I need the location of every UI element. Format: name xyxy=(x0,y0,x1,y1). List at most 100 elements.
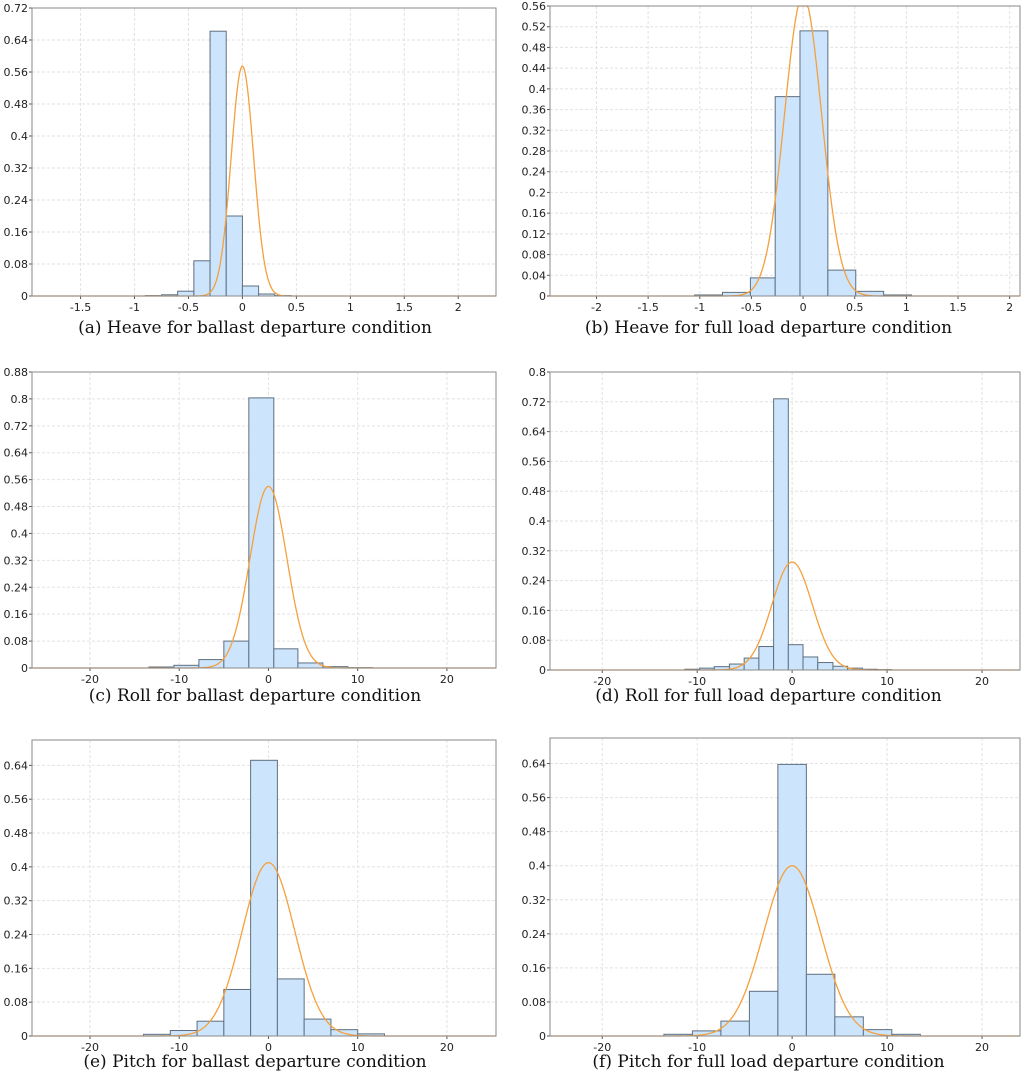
plot-frame xyxy=(31,739,497,1037)
panel-d: 0 0.08 0.16 0.24 0.32 0.4 0.48 0.56 0.64 0.72 0.8 -… xyxy=(512,366,1025,716)
y-tick-label: 0.8 xyxy=(529,366,547,379)
x-tick-label: -20 xyxy=(593,675,611,688)
y-tick-label: 0 xyxy=(21,1030,28,1043)
y-tick-label: 0.28 xyxy=(522,145,547,158)
y-tick-label: 0.48 xyxy=(4,98,29,111)
histogram-bar xyxy=(773,398,789,671)
plot-frame xyxy=(31,371,497,669)
y-tick-label: 0.32 xyxy=(4,162,29,175)
plot-frame xyxy=(549,737,1021,1037)
y-tick-label: 0.48 xyxy=(522,485,547,498)
y-tick-label: 0 xyxy=(539,1030,546,1043)
panel-c: 0 0.08 0.16 0.24 0.32 0.4 0.48 0.56 0.64 0.72 0.8 0… xyxy=(0,366,510,716)
y-tick-label: 0.72 xyxy=(4,420,29,433)
x-tick-label: 0 xyxy=(265,1041,272,1054)
y-tick-label: 0.16 xyxy=(4,962,29,975)
y-tick-label: 0.24 xyxy=(522,575,547,588)
x-tick-label: 20 xyxy=(440,673,454,686)
x-tick-label: 0 xyxy=(789,675,796,688)
y-tick-label: 0 xyxy=(539,290,546,303)
caption-c: (c) Roll for ballast departure condition xyxy=(88,686,422,706)
y-tick-label: 0.2 xyxy=(529,186,547,199)
x-tick-label: 0.5 xyxy=(288,301,306,314)
x-tick-label: -10 xyxy=(170,1041,188,1054)
histogram-bar xyxy=(777,763,807,1037)
y-tick-label: 0.08 xyxy=(522,249,547,262)
y-tick-label: 0.64 xyxy=(4,34,29,47)
x-tick-label: -10 xyxy=(170,673,188,686)
x-tick-label: 20 xyxy=(440,1041,454,1054)
histogram-bar xyxy=(817,662,834,671)
y-tick-label: 0.72 xyxy=(522,396,547,409)
x-tick-label: 20 xyxy=(975,1041,989,1054)
x-tick-label: -0.5 xyxy=(178,301,199,314)
y-tick-label: 0.16 xyxy=(522,604,547,617)
histogram-bar xyxy=(223,640,250,669)
y-tick-label: 0.64 xyxy=(522,758,547,771)
histogram-bar xyxy=(241,285,260,297)
histogram-bar xyxy=(720,1020,750,1037)
y-tick-label: 0.48 xyxy=(4,501,29,514)
histogram-bar xyxy=(805,973,836,1037)
histogram-bar xyxy=(799,30,829,297)
y-tick-label: 0.8 xyxy=(11,393,29,406)
x-tick-label: 0 xyxy=(239,301,246,314)
plot-frame xyxy=(549,371,1021,671)
x-tick-label: 2 xyxy=(1006,301,1013,314)
x-tick-label: -10 xyxy=(688,675,706,688)
histogram-bar xyxy=(225,215,243,297)
chart-c: 0 0.08 0.16 0.24 0.32 0.4 0.48 0.56 0.64 0.72 0.8 0… xyxy=(4,366,497,686)
chart-e: 0 0.08 0.16 0.24 0.32 0.4 0.48 0.56 0.64 -20 -10 0 1… xyxy=(4,739,497,1054)
x-tick-label: -10 xyxy=(688,1041,706,1054)
x-tick-label: 1.5 xyxy=(949,301,967,314)
y-tick-label: 0.24 xyxy=(4,581,29,594)
histogram-bar xyxy=(223,988,252,1037)
x-tick-label: 1.5 xyxy=(396,301,414,314)
chart-d: 0 0.08 0.16 0.24 0.32 0.4 0.48 0.56 0.64 0.72 0.8 -… xyxy=(522,366,1021,688)
y-tick-label: 0.16 xyxy=(522,207,547,220)
y-tick-label: 0.32 xyxy=(522,124,547,137)
y-tick-label: 0.48 xyxy=(522,826,547,839)
x-tick-label: 0 xyxy=(800,301,807,314)
y-tick-label: 0 xyxy=(21,290,28,303)
x-tick-label: 0.5 xyxy=(846,301,864,314)
x-tick-label: 10 xyxy=(351,673,365,686)
y-tick-label: 0.32 xyxy=(4,554,29,567)
x-tick-label: 0 xyxy=(789,1041,796,1054)
y-tick-label: 0.56 xyxy=(4,793,29,806)
y-tick-label: 0.56 xyxy=(522,455,547,468)
x-tick-label: 10 xyxy=(880,675,894,688)
plot-frame xyxy=(31,7,497,297)
histogram-bar xyxy=(276,978,305,1037)
y-tick-label: 0.24 xyxy=(522,928,547,941)
y-tick-label: 0.44 xyxy=(522,62,547,75)
y-tick-label: 0.72 xyxy=(4,2,29,15)
x-tick-label: -20 xyxy=(593,1041,611,1054)
y-tick-label: 0.48 xyxy=(522,41,547,54)
x-tick-label: 1 xyxy=(903,301,910,314)
histogram-bar xyxy=(209,30,227,297)
y-tick-label: 0.32 xyxy=(522,545,547,558)
plot-area xyxy=(32,8,496,296)
x-tick-label: -2 xyxy=(591,301,602,314)
y-tick-label: 0.36 xyxy=(522,104,547,117)
histogram-bar xyxy=(193,260,211,297)
y-tick-label: 0.52 xyxy=(522,21,547,34)
y-tick-label: 0.32 xyxy=(4,895,29,908)
y-tick-label: 0.64 xyxy=(4,759,29,772)
x-tick-label: -20 xyxy=(81,1041,99,1054)
caption-d: (d) Roll for full load departure conditi… xyxy=(595,686,942,706)
y-tick-label: 0.08 xyxy=(4,635,29,648)
histogram-bar xyxy=(802,656,819,671)
x-tick-label: 20 xyxy=(975,675,989,688)
histogram-bar xyxy=(743,657,760,671)
y-tick-label: 0.08 xyxy=(4,258,29,271)
y-tick-label: 0.4 xyxy=(11,861,29,874)
x-tick-label: 10 xyxy=(880,1041,894,1054)
caption-b: (b) Heave for full load departure condit… xyxy=(584,318,953,338)
histogram-bar xyxy=(758,646,775,671)
y-tick-label: 0.12 xyxy=(522,228,547,241)
y-tick-label: 0 xyxy=(539,664,546,677)
y-tick-label: 0.08 xyxy=(522,996,547,1009)
chart-b: 0 0.04 0.08 0.12 0.16 0.2 0.24 0.28 0.32 0.36 0.4 0… xyxy=(522,0,1021,314)
